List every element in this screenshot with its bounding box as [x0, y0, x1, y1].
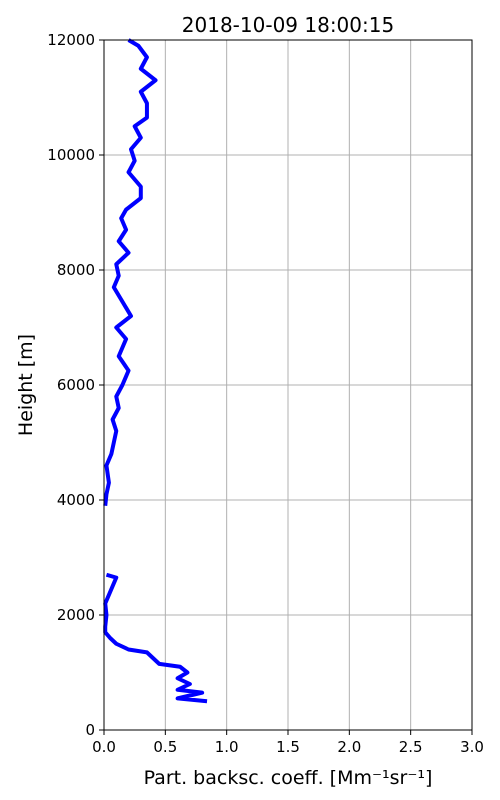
profile-line [103, 38, 208, 704]
x-tick-label: 3.0 [460, 738, 484, 756]
y-tick-label: 4000 [57, 491, 95, 509]
x-tick-label: 2.0 [337, 738, 361, 756]
y-tick-label: 12000 [47, 31, 95, 49]
plot-frame [103, 39, 473, 731]
x-tick-label: 1.5 [276, 738, 300, 756]
y-axis-label: Height [m] [15, 334, 37, 436]
chart-title: 2018-10-09 18:00:15 [182, 13, 394, 37]
y-tick-label: 2000 [57, 606, 95, 624]
x-tick-label: 0.0 [92, 738, 116, 756]
x-tick-label: 1.0 [215, 738, 239, 756]
y-tick-label: 6000 [57, 376, 95, 394]
x-tick-label: 2.5 [399, 738, 423, 756]
x-tick-label: 0.5 [153, 738, 177, 756]
y-tick-label: 0 [85, 721, 95, 739]
x-axis-label: Part. backsc. coeff. [Mm⁻¹sr⁻¹] [144, 767, 433, 789]
y-tick-label: 8000 [57, 261, 95, 279]
y-tick-label: 10000 [47, 146, 95, 164]
